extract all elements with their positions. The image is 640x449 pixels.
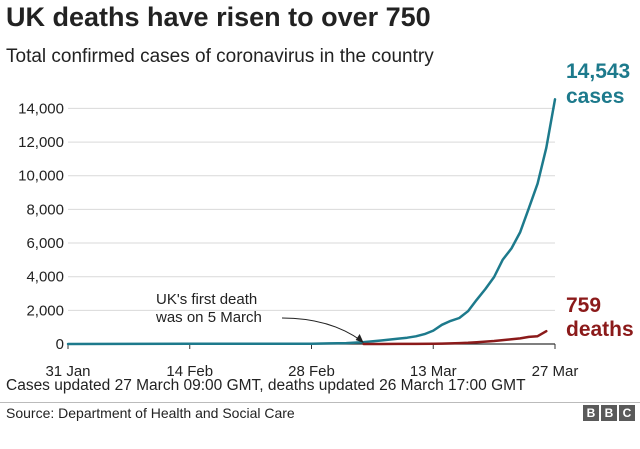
annotation-arrow	[281, 317, 364, 343]
annotation-text-line1: UK's first death	[156, 291, 258, 308]
source-note: Source: Department of Health and Social …	[6, 405, 295, 421]
x-tick-label: 14 Feb	[166, 363, 213, 380]
x-axis-ticks: 31 Jan 14 Feb 28 Feb 13 Mar 27 Mar	[45, 344, 578, 380]
y-tick-label: 2,000	[26, 302, 64, 319]
x-tick-label: 28 Feb	[288, 363, 335, 380]
cases-word-label: cases	[566, 85, 625, 108]
x-tick-label: 27 Mar	[532, 363, 579, 380]
annotation-arrow-head	[355, 334, 364, 343]
y-tick-label: 0	[56, 336, 64, 353]
deaths-word-label: deaths	[566, 318, 634, 341]
update-footnote: Cases updated 27 March 09:00 GMT, deaths…	[6, 377, 526, 394]
annotation-arrow-line	[281, 317, 362, 342]
cases-line	[66, 98, 557, 346]
gridlines	[68, 107, 555, 345]
y-tick-label: 10,000	[18, 168, 64, 185]
series-lines	[66, 98, 557, 346]
annotation-text-line2: was on 5 March	[156, 309, 262, 326]
chart-subtitle: Total confirmed cases of coronavirus in …	[6, 46, 434, 67]
y-tick-label: 14,000	[18, 100, 64, 117]
y-tick-label: 8,000	[26, 201, 64, 218]
bbc-logo-letter-2: B	[601, 405, 617, 421]
y-axis-ticks: 0 2,000 4,000 6,000 8,000 10,000 12,000 14,000	[18, 100, 64, 353]
chart-title: UK deaths have risen to over 750	[6, 2, 431, 32]
y-tick-label: 6,000	[26, 235, 64, 252]
footer-divider	[0, 402, 640, 403]
deaths-value-label: 759	[566, 294, 602, 317]
y-tick-label: 4,000	[26, 269, 64, 286]
deaths-line	[362, 329, 548, 346]
bbc-logo-letter-1: B	[583, 405, 599, 421]
bbc-logo-letter-3: C	[619, 405, 635, 421]
line-chart: 02,0004,0006,0008,00010,00012,00014,000 …	[18, 98, 578, 380]
bbc-logo: B B C	[583, 405, 635, 421]
x-tick-label: 13 Mar	[410, 363, 457, 380]
cases-value-label: 14,543	[566, 60, 631, 83]
y-tick-label: 12,000	[18, 134, 64, 151]
x-tick-label: 31 Jan	[45, 363, 90, 380]
